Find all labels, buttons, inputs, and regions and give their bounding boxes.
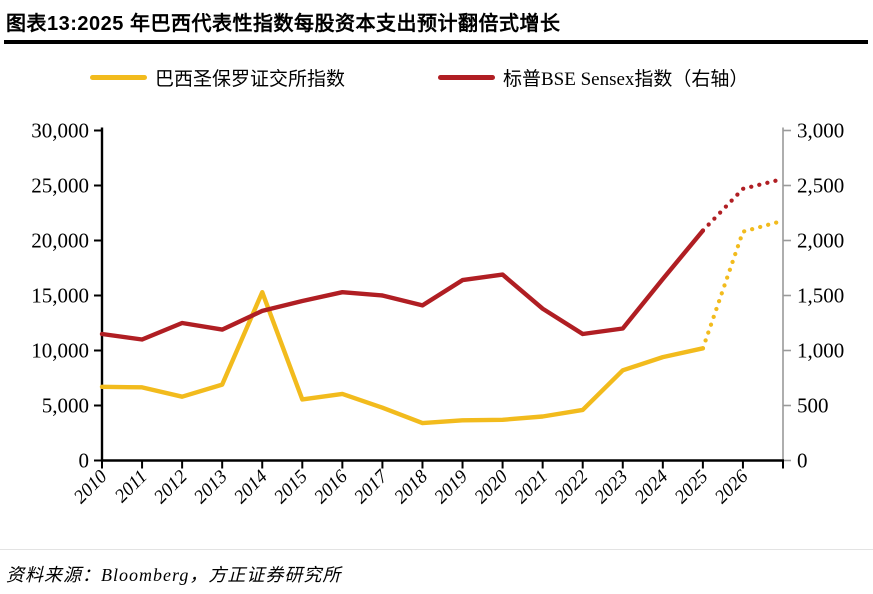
- x-axis-tick-label: 2020: [470, 466, 512, 508]
- left-axis-tick-label: 15,000: [31, 284, 89, 308]
- source-rule: [0, 549, 873, 550]
- chart-title: 图表13:2025 年巴西代表性指数每股资本支出预计翻倍式增长: [6, 13, 561, 35]
- legend-line-swatch-sensex: [438, 74, 495, 80]
- legend-item-sensex: 标普BSE Sensex指数（右轴）: [438, 60, 748, 94]
- series-line-bovespa: [99, 290, 706, 426]
- x-axis-tick-label: 2017: [350, 465, 393, 508]
- x-axis-tick-label: 2013: [190, 466, 232, 508]
- x-axis-tick-label: 2026: [711, 466, 753, 508]
- x-axis-tick-label: 2021: [510, 466, 552, 508]
- x-axis-tick-label: 2024: [631, 466, 673, 508]
- x-axis-tick-label: 2022: [551, 466, 593, 508]
- series-forecast-line-bovespa: [700, 218, 786, 351]
- left-axis-tick-label: 0: [79, 449, 90, 473]
- legend-label-sensex: 标普BSE Sensex指数（右轴）: [503, 68, 749, 90]
- left-axis-tick-label: 20,000: [31, 229, 89, 253]
- source-text: 资料来源：Bloomberg，方正证券研究所: [6, 565, 342, 585]
- right-axis-tick-label: 3,000: [797, 119, 844, 143]
- x-axis-tick-label: 2023: [591, 466, 633, 508]
- right-axis-tick-label: 2,500: [797, 174, 844, 198]
- x-axis-tick-label: 2014: [230, 466, 272, 508]
- legend-item-bovespa: 巴西圣保罗证交所指数: [90, 60, 345, 94]
- x-axis-tick-label: 2016: [310, 466, 352, 508]
- x-axis-tick-label: 2011: [111, 466, 152, 507]
- left-axis-tick-label: 30,000: [31, 119, 89, 143]
- right-axis-tick-label: 1,000: [797, 339, 844, 363]
- right-axis-tick-label: 500: [797, 394, 829, 418]
- series-forecast-line-sensex: [700, 176, 786, 233]
- legend: 巴西圣保罗证交所指数 标普BSE Sensex指数（右轴）: [0, 60, 873, 94]
- right-axis-tick-label: 2,000: [797, 229, 844, 253]
- series-line-sensex: [99, 228, 706, 342]
- x-axis-tick-label: 2010: [70, 466, 112, 508]
- right-axis-tick-label: 1,500: [797, 284, 844, 308]
- x-axis-tick-label: 2015: [270, 466, 312, 508]
- right-axis-tick-label: 0: [797, 449, 808, 473]
- left-axis-tick-label: 10,000: [31, 339, 89, 363]
- left-axis-tick-label: 25,000: [31, 174, 89, 198]
- x-axis-tick-label: 2012: [150, 466, 192, 508]
- line-chart: 0 5,000 10,000 15,000 20,000 25,000 30,000 0 500…: [31, 119, 844, 508]
- x-axis-tick-label: 2019: [430, 466, 472, 508]
- title-rule: [4, 40, 868, 44]
- x-axis-tick-label: 2018: [390, 466, 432, 508]
- legend-label-bovespa: 巴西圣保罗证交所指数: [155, 68, 346, 90]
- x-axis-tick-label: 2025: [671, 466, 713, 508]
- left-axis-tick-label: 5,000: [42, 394, 89, 418]
- legend-line-swatch-bovespa: [90, 74, 147, 80]
